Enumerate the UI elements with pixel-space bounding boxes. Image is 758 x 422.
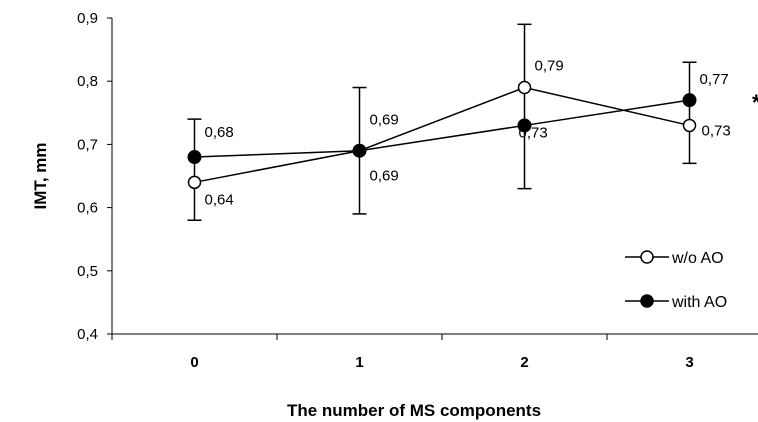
legend: w/o AO with AO [625,250,727,311]
x-tick-label: 2 [520,354,528,371]
data-label-with-ao: 0,77 [700,71,729,88]
legend-marker [640,294,654,308]
data-point-with-ao [682,93,697,108]
data-point-wo-ao [682,118,697,133]
data-point-wo-ao [187,175,202,190]
x-ticks: 0 1 2 3 [111,334,694,371]
data-label-with-ao: 0,69 [370,112,399,129]
y-ticks: 0,4 0,5 0,6 0,7 0,8 0,9 [77,10,112,343]
data-point-wo-ao [517,80,532,95]
data-label-with-ao: 0,68 [205,124,234,141]
data-point-with-ao [187,150,202,165]
x-tick-label: 1 [355,354,363,371]
series-line [194,99,690,158]
legend-marker [640,250,654,264]
legend-item-with-ao: with AO [625,294,727,311]
data-label-wo-ao: 0,73 [702,122,731,139]
y-tick-label: 0,5 [77,263,98,280]
y-axis-title: IMT, mm [31,142,50,209]
y-axis: 0,4 0,5 0,6 0,7 0,8 0,9 [77,10,113,343]
plot-area: 0,64 0,69 0,79 0,73 0,68 0,69 0,73 0,77 [187,23,731,221]
data-label-wo-ao: 0,69 [370,168,399,185]
x-axis-title: The number of MS components [287,401,541,420]
legend-label: with AO [671,294,727,311]
series-line [194,86,690,184]
legend-label: w/o AO [671,250,724,267]
y-tick-label: 0,6 [77,200,98,217]
data-label-wo-ao: 0,79 [535,58,564,75]
x-tick-label: 3 [685,354,693,371]
data-point-with-ao [517,118,532,133]
x-tick-label: 0 [190,354,198,371]
y-tick-label: 0,8 [77,73,98,90]
data-label-wo-ao: 0,64 [205,191,234,208]
asterisk-mark: * [752,90,758,115]
y-tick-label: 0,9 [77,10,98,27]
y-tick-label: 0,7 [77,136,98,153]
y-tick-label: 0,4 [77,326,98,343]
data-label-with-ao: 0,73 [519,124,548,141]
data-point-with-ao [352,143,367,158]
x-axis: 0 1 2 3 [111,333,758,371]
legend-item-wo-ao: w/o AO [625,250,724,267]
